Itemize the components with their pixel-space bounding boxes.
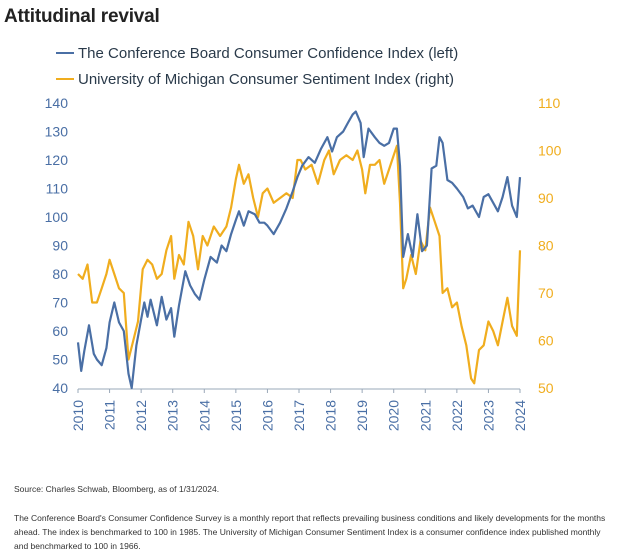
left-axis-tick-label: 40 — [52, 380, 68, 396]
right-axis-tick-label: 100 — [538, 143, 562, 159]
left-axis-tick-label: 90 — [52, 238, 68, 254]
x-axis-tick-label: 2017 — [291, 400, 307, 431]
legend-item-michigan: University of Michigan Consumer Sentimen… — [56, 66, 458, 92]
left-axis-tick-label: 70 — [52, 295, 68, 311]
x-axis-tick-label: 2022 — [449, 400, 465, 431]
x-axis-tick-label: 2013 — [165, 400, 181, 431]
left-axis-tick-label: 50 — [52, 352, 68, 368]
legend-swatch-conference-board — [56, 52, 74, 54]
x-axis-tick-label: 2011 — [102, 400, 118, 430]
left-axis-tick-label: 120 — [45, 152, 69, 168]
legend-item-conference-board: The Conference Board Consumer Confidence… — [56, 40, 458, 66]
right-axis-tick-label: 60 — [538, 333, 554, 349]
right-axis-tick-label: 80 — [538, 238, 554, 254]
legend-label-conference-board: The Conference Board Consumer Confidence… — [78, 44, 459, 62]
x-axis-tick-label: 2023 — [480, 400, 496, 431]
x-axis-tick-label: 2021 — [417, 400, 433, 431]
x-axis-tick-label: 2019 — [354, 400, 370, 431]
left-axis-tick-label: 100 — [45, 209, 69, 225]
chart-title: Attitudinal revival — [4, 6, 160, 27]
left-axis-tick-label: 80 — [52, 266, 68, 282]
left-axis-tick-label: 110 — [46, 181, 69, 197]
left-axis-tick-label: 130 — [45, 124, 69, 140]
chart-legend: The Conference Board Consumer Confidence… — [56, 40, 458, 92]
legend-label-michigan: University of Michigan Consumer Sentimen… — [78, 70, 454, 88]
right-axis-tick-label: 90 — [538, 190, 554, 206]
x-axis-tick-label: 2015 — [228, 400, 244, 431]
x-axis-tick-label: 2010 — [70, 400, 86, 431]
source-note: Source: Charles Schwab, Bloomberg, as of… — [14, 484, 220, 494]
x-axis-tick-label: 2018 — [323, 400, 339, 431]
right-axis-tick-label: 110 — [538, 95, 561, 111]
x-axis-tick-label: 2024 — [512, 400, 528, 431]
left-axis-tick-label: 60 — [52, 323, 68, 339]
x-axis-tick-label: 2014 — [196, 400, 212, 431]
line-chart: 40 50 60 70 80 90 100 110 120 130 140 50 60 70 80 90 100… — [45, 95, 562, 431]
x-axis-tick-label: 2012 — [133, 400, 149, 431]
x-axis-tick-label: 2016 — [259, 400, 275, 431]
legend-swatch-michigan — [56, 78, 74, 80]
series-line-conference-board — [76, 110, 522, 390]
footnote: The Conference Board's Consumer Confiden… — [14, 513, 606, 551]
right-axis-tick-label: 70 — [538, 285, 554, 301]
left-axis-tick-label: 140 — [45, 95, 69, 111]
series-line-michigan — [77, 144, 522, 385]
right-axis-tick-label: 50 — [538, 380, 554, 396]
x-axis-tick-label: 2020 — [386, 400, 402, 431]
